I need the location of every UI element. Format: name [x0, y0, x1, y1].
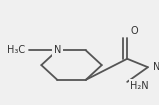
- Text: H₃C: H₃C: [7, 45, 25, 55]
- Text: N: N: [54, 45, 61, 55]
- Text: H₂N: H₂N: [130, 81, 149, 91]
- Text: NH: NH: [153, 62, 159, 72]
- Text: O: O: [130, 26, 138, 37]
